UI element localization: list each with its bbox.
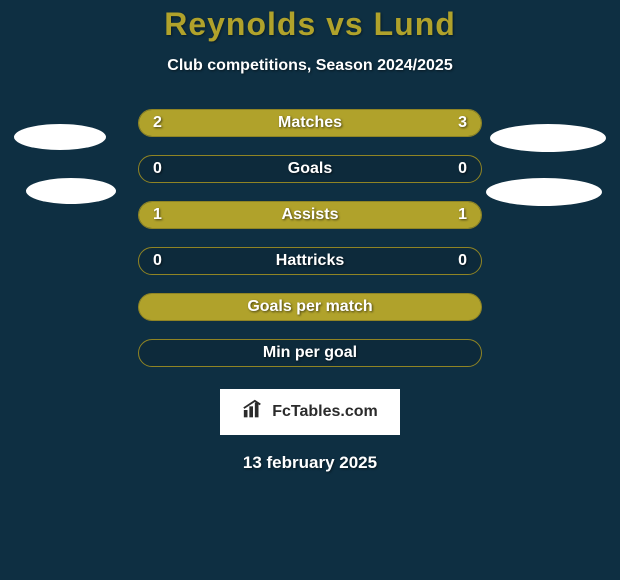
- page-subtitle: Club competitions, Season 2024/2025: [167, 57, 452, 75]
- stat-row: Goals per match: [0, 293, 620, 321]
- stat-row: Min per goal: [0, 339, 620, 367]
- stat-value-left: 0: [153, 252, 162, 270]
- stat-value-right: 3: [458, 114, 467, 132]
- player-photo-placeholder: [26, 178, 116, 204]
- stat-value-left: 2: [153, 114, 162, 132]
- stat-value-right: 0: [458, 252, 467, 270]
- player-photo-placeholder: [14, 124, 106, 150]
- stat-bar: Assists 1 1: [138, 201, 482, 229]
- stat-label: Min per goal: [263, 344, 357, 362]
- stat-bar: Hattricks 0 0: [138, 247, 482, 275]
- stat-bar: Matches 2 3: [138, 109, 482, 137]
- page-title: Reynolds vs Lund: [164, 6, 456, 43]
- brand-badge: FcTables.com: [220, 389, 400, 435]
- comparison-card: Reynolds vs Lund Club competitions, Seas…: [0, 0, 620, 580]
- stat-bar: Goals per match: [138, 293, 482, 321]
- stat-label: Hattricks: [276, 252, 344, 270]
- stat-label: Goals: [288, 160, 332, 178]
- stat-bar: Min per goal: [138, 339, 482, 367]
- stat-label: Assists: [282, 206, 339, 224]
- bar-chart-icon: [242, 399, 264, 426]
- stat-label: Goals per match: [247, 298, 372, 316]
- player-photo-placeholder: [486, 178, 602, 206]
- stat-value-right: 1: [458, 206, 467, 224]
- brand-text: FcTables.com: [272, 403, 378, 421]
- stat-row: Hattricks 0 0: [0, 247, 620, 275]
- stat-value-left: 1: [153, 206, 162, 224]
- stat-bar: Goals 0 0: [138, 155, 482, 183]
- player-photo-placeholder: [490, 124, 606, 152]
- date-text: 13 february 2025: [243, 453, 377, 473]
- stat-label: Matches: [278, 114, 342, 132]
- stat-value-left: 0: [153, 160, 162, 178]
- stat-value-right: 0: [458, 160, 467, 178]
